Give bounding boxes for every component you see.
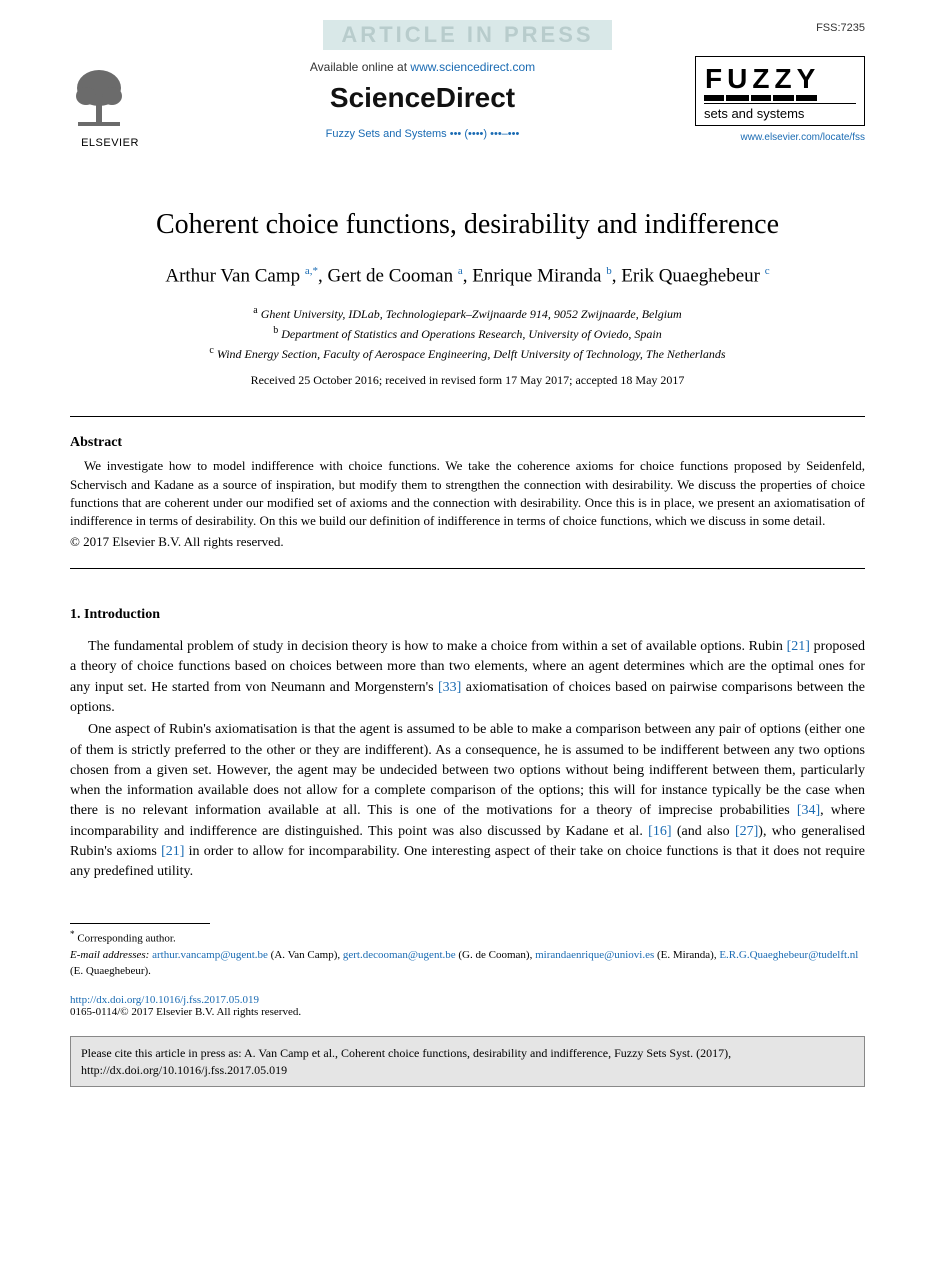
rule	[70, 416, 865, 417]
journal-homepage-link[interactable]: www.elsevier.com/locate/fss	[695, 132, 865, 143]
text-span: One aspect of Rubin's axiomatisation is …	[70, 722, 865, 818]
abstract-heading: Abstract	[70, 435, 865, 451]
citation-link[interactable]: [33]	[438, 680, 461, 695]
email-link[interactable]: E.R.G.Quaeghebeur@tudelft.nl	[719, 949, 858, 961]
fuzzy-letter: F	[704, 63, 724, 101]
sciencedirect-logo: ScienceDirect	[150, 82, 695, 114]
article-title: Coherent choice functions, desirability …	[70, 209, 865, 241]
intro-paragraph-2: One aspect of Rubin's axiomatisation is …	[70, 720, 865, 882]
email-link[interactable]: arthur.vancamp@ugent.be	[152, 949, 268, 961]
email-link[interactable]: gert.decooman@ugent.be	[343, 949, 456, 961]
text-span: in order to allow for incomparability. O…	[70, 844, 865, 879]
fuzzy-letter: Z	[773, 63, 793, 101]
fuzzy-title: F U Z Z Y	[704, 63, 856, 101]
fuzzy-subtitle: sets and systems	[704, 103, 856, 121]
citation-link[interactable]: [21]	[787, 639, 810, 654]
email-addresses: E-mail addresses: arthur.vancamp@ugent.b…	[70, 947, 865, 980]
header-row: ELSEVIER Available online at www.science…	[70, 56, 865, 149]
abstract-copyright: © 2017 Elsevier B.V. All rights reserved…	[70, 534, 865, 550]
header-center: Available online at www.sciencedirect.co…	[150, 56, 695, 140]
text-span: (and also	[671, 824, 734, 839]
footnote-rule	[70, 923, 210, 924]
fuzzy-letter: Y	[796, 63, 818, 101]
abstract-body: We investigate how to model indifference…	[70, 457, 865, 530]
article-in-press-banner: ARTICLE IN PRESS FSS:7235	[70, 20, 865, 50]
affiliation: b Department of Statistics and Operation…	[70, 323, 865, 343]
elsevier-label: ELSEVIER	[70, 137, 150, 149]
affiliations: a Ghent University, IDLab, Technologiepa…	[70, 303, 865, 363]
citation-link[interactable]: [34]	[797, 803, 820, 818]
doi-link[interactable]: http://dx.doi.org/10.1016/j.fss.2017.05.…	[70, 994, 259, 1006]
affiliation: c Wind Energy Section, Faculty of Aerosp…	[70, 343, 865, 363]
citation-link[interactable]: [21]	[161, 844, 184, 859]
fuzzy-letter: Z	[751, 63, 771, 101]
elsevier-tree-icon	[70, 66, 128, 128]
fuzzy-letter: U	[726, 63, 749, 101]
article-dates: Received 25 October 2016; received in re…	[70, 373, 865, 388]
journal-cover-block: F U Z Z Y sets and systems www.elsevier.…	[695, 56, 865, 143]
page: ARTICLE IN PRESS FSS:7235 ELSEVIER Avail…	[0, 0, 935, 1107]
email-link[interactable]: mirandaenrique@uniovi.es	[535, 949, 654, 961]
doi-block: http://dx.doi.org/10.1016/j.fss.2017.05.…	[70, 994, 865, 1018]
rule	[70, 568, 865, 569]
elsevier-logo: ELSEVIER	[70, 56, 150, 149]
available-online: Available online at www.sciencedirect.co…	[150, 60, 695, 74]
abstract: Abstract We investigate how to model ind…	[70, 435, 865, 550]
footnotes: * Corresponding author. E-mail addresses…	[70, 928, 865, 980]
citation-link[interactable]: [16]	[648, 824, 671, 839]
issn-copyright: 0165-0114/© 2017 Elsevier B.V. All right…	[70, 1006, 301, 1018]
banner-text: ARTICLE IN PRESS	[323, 20, 611, 50]
authors: Arthur Van Camp a,*, Gert de Cooman a, E…	[70, 265, 865, 287]
section-heading: 1. Introduction	[70, 607, 865, 623]
article-code: FSS:7235	[816, 22, 865, 34]
corr-text: Corresponding author.	[77, 932, 175, 944]
text-span: The fundamental problem of study in deci…	[88, 639, 787, 654]
citation-link[interactable]: [27]	[735, 824, 758, 839]
available-prefix: Available online at	[310, 60, 411, 74]
affiliation: a Ghent University, IDLab, Technologiepa…	[70, 303, 865, 323]
corresponding-author-note: * Corresponding author.	[70, 928, 865, 947]
sciencedirect-url[interactable]: www.sciencedirect.com	[410, 60, 535, 74]
fuzzy-cover: F U Z Z Y sets and systems	[695, 56, 865, 126]
citation-box: Please cite this article in press as: A.…	[70, 1036, 865, 1088]
journal-reference[interactable]: Fuzzy Sets and Systems ••• (••••) •••–••…	[150, 128, 695, 140]
intro-paragraph-1: The fundamental problem of study in deci…	[70, 637, 865, 718]
